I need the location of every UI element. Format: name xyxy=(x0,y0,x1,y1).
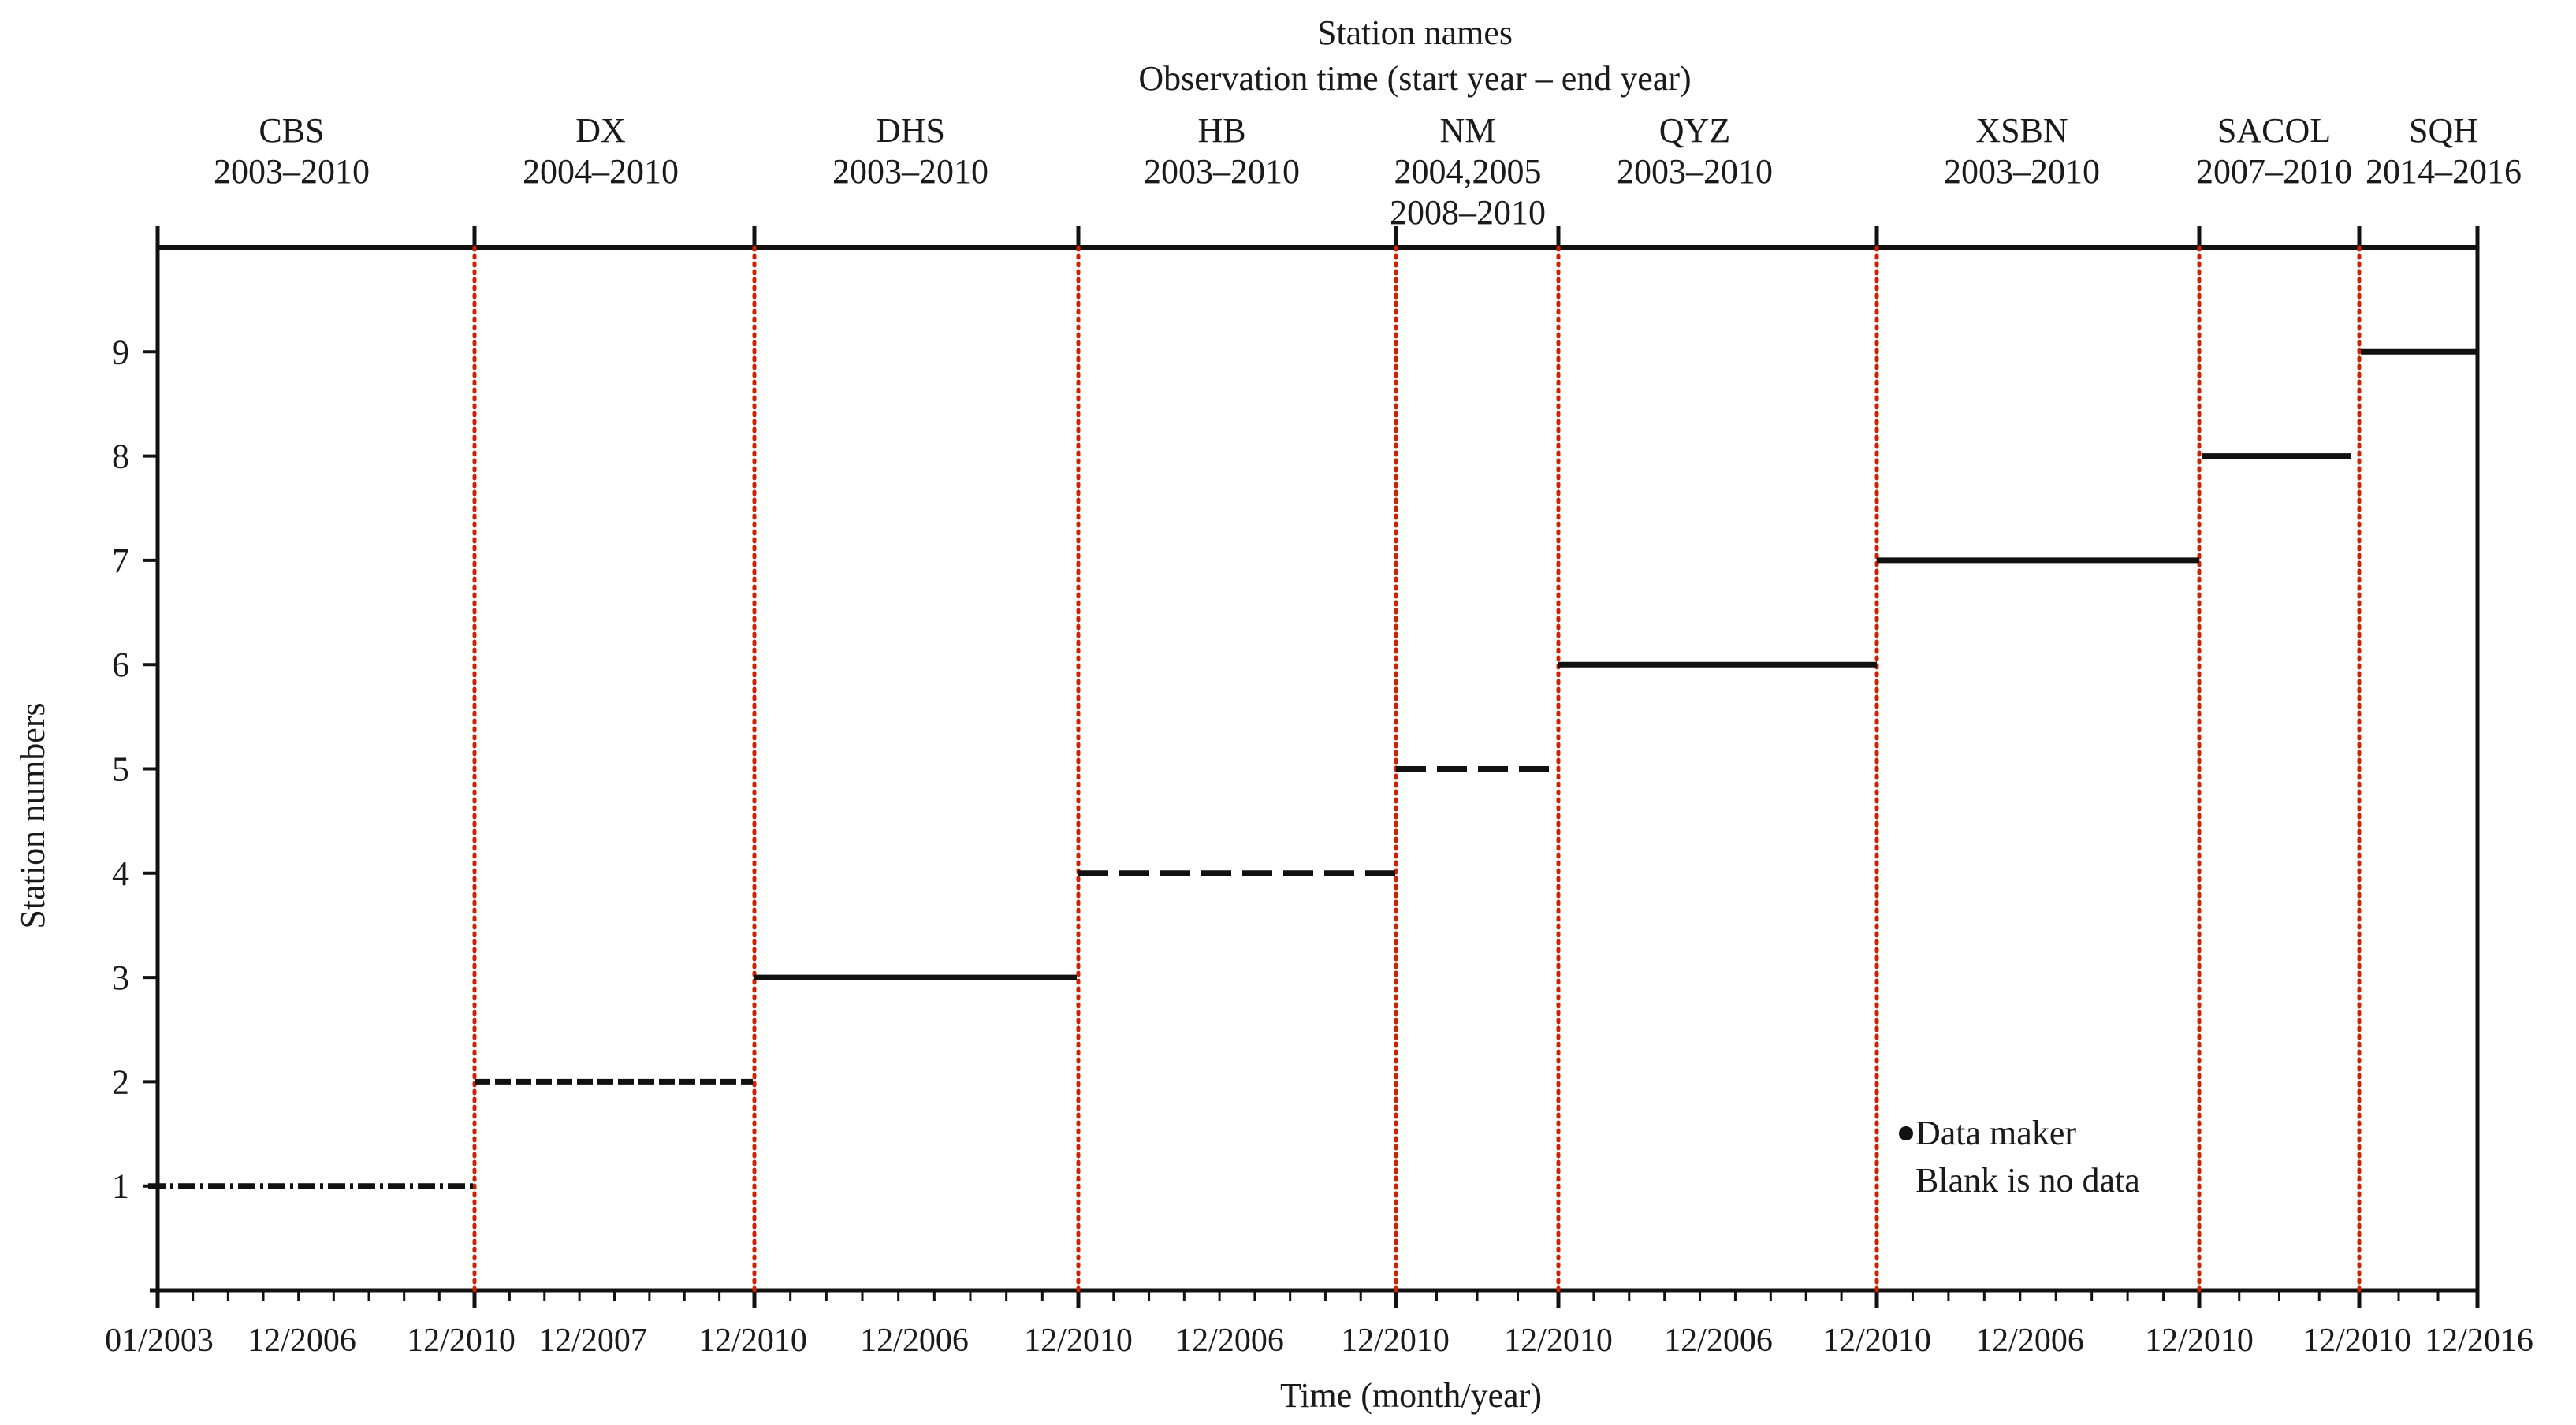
x-tick-label: 12/2007 xyxy=(538,1323,647,1359)
legend-data-marker-dot xyxy=(1899,1126,1913,1140)
x-tick-label: 12/2010 xyxy=(1341,1323,1450,1359)
y-tick-label-9: 9 xyxy=(112,333,129,371)
x-tick-label: 12/2006 xyxy=(1975,1323,2084,1359)
station-name-dx: DX xyxy=(575,111,626,150)
station-years-dhs: 2003–2010 xyxy=(832,152,988,191)
x-tick-label: 12/2010 xyxy=(698,1323,807,1359)
y-tick-label-6: 6 xyxy=(112,646,129,684)
x-tick-label: 12/2010 xyxy=(2302,1323,2411,1359)
x-tick-label: 12/2006 xyxy=(1664,1323,1773,1359)
legend-blank-no-data-label: Blank is no data xyxy=(1915,1161,2140,1200)
x-tick-label: 12/2010 xyxy=(1024,1323,1133,1359)
y-tick-label-2: 2 xyxy=(112,1062,129,1101)
x-tick-label: 12/2010 xyxy=(2145,1323,2254,1359)
x-tick-label: 12/2010 xyxy=(1504,1323,1613,1359)
chart-title-line2: Observation time (start year – end year) xyxy=(1138,59,1691,98)
station-name-xsbn: XSBN xyxy=(1975,111,2068,150)
x-tick-label: 01/2003 xyxy=(105,1323,214,1359)
x-tick-label: 12/2006 xyxy=(860,1323,969,1359)
y-axis-title: Station numbers xyxy=(13,702,52,928)
legend: Data maker Blank is no data xyxy=(1899,1114,2140,1200)
chart-title-line1: Station names xyxy=(1317,13,1513,52)
y-tick-label-1: 1 xyxy=(112,1167,129,1206)
x-tick-label: 12/2010 xyxy=(407,1323,516,1359)
x-tick-label: 12/2006 xyxy=(1175,1323,1284,1359)
x-tick-label: 12/2016 xyxy=(2425,1323,2533,1359)
station-years-sacol: 2007–2010 xyxy=(2196,152,2352,191)
station-years-hb: 2003–2010 xyxy=(1144,152,1300,191)
station-years-dx: 2004–2010 xyxy=(523,152,679,191)
station-name-cbs: CBS xyxy=(259,111,324,150)
station-years-cbs: 2003–2010 xyxy=(214,152,370,191)
y-tick-label-4: 4 xyxy=(112,854,129,893)
y-tick-label-5: 5 xyxy=(112,750,129,789)
station-years-xsbn: 2003–2010 xyxy=(1944,152,2100,191)
station-years-nm: 2004,2005 xyxy=(1394,152,1542,191)
legend-data-maker-label: Data maker xyxy=(1915,1114,2076,1152)
station-years-sqh: 2014–2016 xyxy=(2366,152,2522,191)
station-name-sqh: SQH xyxy=(2409,111,2478,150)
station-years-qyz: 2003–2010 xyxy=(1617,152,1773,191)
station-years-nm: 2008–2010 xyxy=(1390,193,1546,232)
x-axis-title: Time (month/year) xyxy=(1280,1376,1542,1415)
plot-area: 1 2 3 4 5 6 7 8 9 01/2003 12/2006 12/2010 12/2007 12/… xyxy=(105,111,2533,1359)
y-tick-label-7: 7 xyxy=(112,541,129,580)
x-tick-label: 12/2006 xyxy=(248,1323,356,1359)
y-tick-label-3: 3 xyxy=(112,958,129,997)
station-name-nm: NM xyxy=(1440,111,1496,150)
station-name-qyz: QYZ xyxy=(1659,111,1730,150)
station-name-sacol: SACOL xyxy=(2217,111,2331,150)
station-name-hb: HB xyxy=(1197,111,1245,150)
x-tick-label: 12/2010 xyxy=(1822,1323,1931,1359)
station-name-dhs: DHS xyxy=(876,111,945,150)
y-tick-label-8: 8 xyxy=(112,437,129,476)
